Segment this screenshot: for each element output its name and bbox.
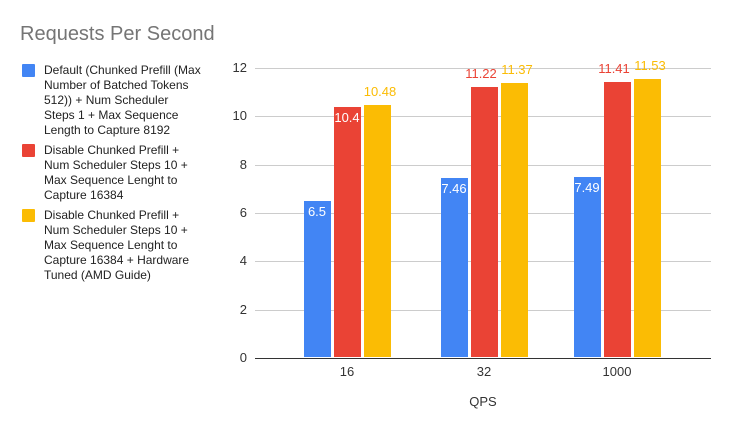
y-tick-label: 0 bbox=[239, 350, 247, 365]
x-axis-line bbox=[255, 358, 711, 359]
y-tick-label: 8 bbox=[239, 156, 247, 172]
legend-swatch bbox=[22, 64, 35, 77]
bar-value-label: 11.53 bbox=[634, 58, 666, 74]
bar-value-label: 11.41 bbox=[598, 61, 630, 77]
gridline bbox=[255, 67, 711, 69]
x-tick-label: 32 bbox=[476, 364, 492, 379]
bar-series3-32 bbox=[500, 83, 528, 357]
bar-value-label: 7.49 bbox=[574, 179, 600, 195]
legend-item: Default (Chunked Prefill (Max Number of … bbox=[22, 63, 227, 138]
bar-value-label: 11.37 bbox=[501, 62, 533, 78]
bar-value-label: 10.4 bbox=[334, 109, 360, 125]
y-tick-label: 2 bbox=[239, 301, 247, 317]
bar-series1-1000: 7.49 bbox=[573, 176, 601, 357]
bar-value-label: 6.5 bbox=[307, 203, 327, 219]
y-tick-label: 10 bbox=[232, 108, 247, 124]
legend-swatch bbox=[22, 209, 35, 222]
legend-label: Disable Chunked Prefill + Num Scheduler … bbox=[44, 143, 188, 202]
legend-item: Disable Chunked Prefill + Num Scheduler … bbox=[22, 143, 227, 203]
x-tick-label: 1000 bbox=[602, 364, 632, 379]
bar-value-label: 11.22 bbox=[465, 65, 497, 81]
x-axis-title: QPS bbox=[469, 394, 497, 409]
legend: Default (Chunked Prefill (Max Number of … bbox=[22, 63, 227, 288]
bar-series1-32: 7.46 bbox=[440, 177, 468, 357]
bar-series2-16: 10.4 bbox=[333, 106, 361, 357]
legend-swatch bbox=[22, 144, 35, 157]
bar-series2-32 bbox=[470, 86, 498, 357]
legend-item: Disable Chunked Prefill + Num Scheduler … bbox=[22, 208, 227, 283]
bar-series2-1000 bbox=[603, 82, 631, 357]
chart-title: Requests Per Second bbox=[20, 23, 215, 45]
legend-label: Disable Chunked Prefill + Num Scheduler … bbox=[44, 208, 190, 282]
legend-label: Default (Chunked Prefill (Max Number of … bbox=[44, 63, 201, 137]
y-tick-label: 4 bbox=[239, 253, 247, 269]
bar-series3-1000 bbox=[633, 79, 661, 357]
bar-value-label: 7.46 bbox=[441, 180, 467, 196]
bar-value-label: 10.48 bbox=[363, 83, 397, 99]
bar-series1-16: 6.5 bbox=[303, 200, 331, 357]
x-tick-label: 16 bbox=[339, 364, 355, 379]
bar-series3-16 bbox=[363, 104, 391, 357]
y-tick-label: 12 bbox=[232, 59, 247, 75]
y-tick-label: 6 bbox=[239, 204, 247, 220]
